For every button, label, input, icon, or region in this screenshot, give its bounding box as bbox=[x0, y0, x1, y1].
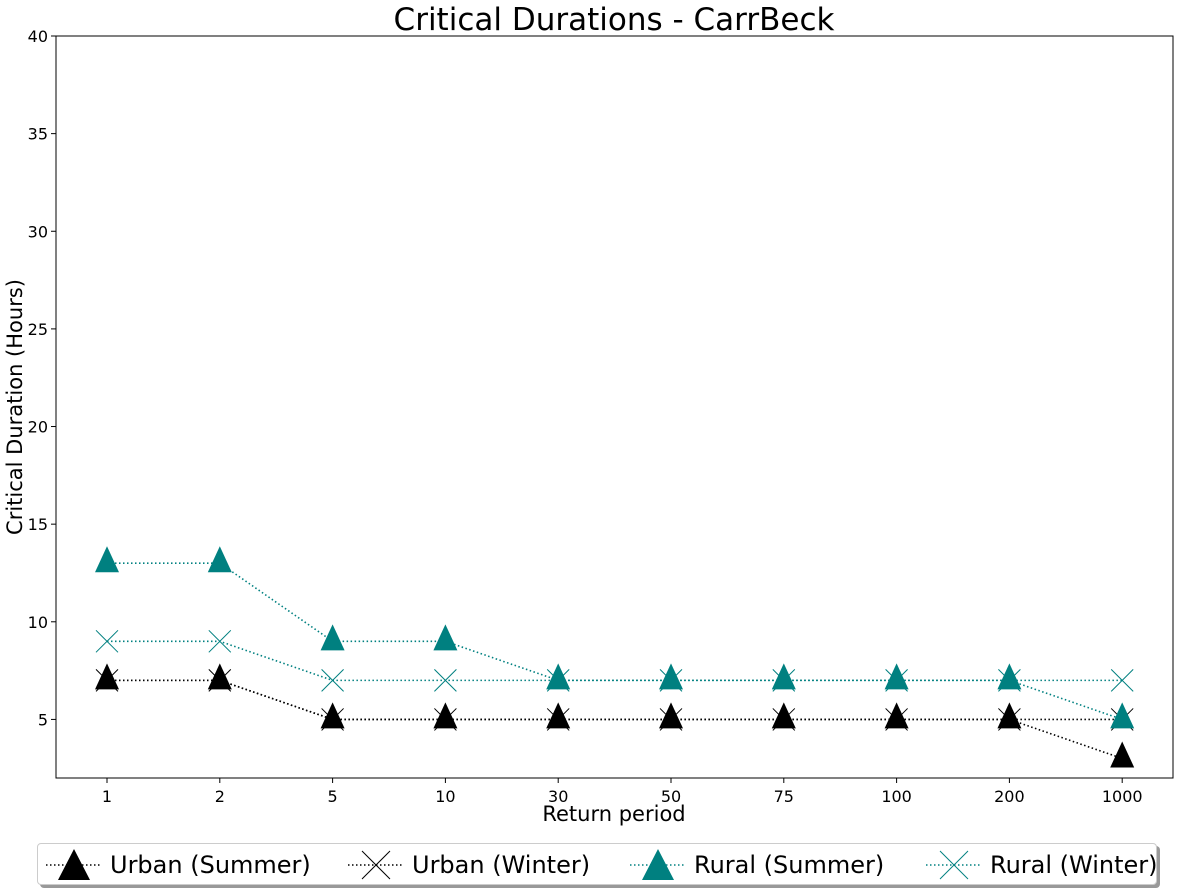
series-urban-winter bbox=[95, 669, 1134, 731]
x-axis-label: Return period bbox=[542, 802, 685, 826]
series-line-rural-winter bbox=[107, 640, 1123, 682]
rural-winter-legend-icon bbox=[926, 850, 982, 880]
data-point-urban-winter bbox=[772, 708, 796, 731]
data-point-urban-summer bbox=[95, 663, 119, 690]
x-tick-label: 10 bbox=[435, 787, 455, 806]
y-tick-label: 15 bbox=[28, 515, 48, 534]
data-point-urban-summer bbox=[320, 702, 345, 729]
chart-canvas: Critical Durations - CarrBeck 5101520253… bbox=[3, 2, 1174, 826]
data-point-rural-winter bbox=[434, 669, 457, 692]
data-point-rural-summer bbox=[207, 546, 232, 573]
plot-area bbox=[55, 35, 1174, 779]
rural-summer-legend-icon bbox=[630, 849, 686, 880]
data-point-urban-winter bbox=[434, 708, 457, 731]
x-tick-label: 2 bbox=[215, 787, 225, 806]
y-tick-label: 20 bbox=[28, 418, 48, 437]
data-point-rural-summer bbox=[1110, 702, 1135, 729]
series-line-rural-summer bbox=[107, 562, 1123, 721]
y-tick-label: 25 bbox=[28, 320, 48, 339]
legend-label-urban-winter: Urban (Winter) bbox=[412, 851, 591, 879]
urban-winter-legend-icon bbox=[348, 850, 404, 880]
y-tick-label: 10 bbox=[28, 613, 48, 632]
y-tick-label: 5 bbox=[38, 710, 48, 729]
data-point-rural-winter bbox=[1110, 669, 1134, 692]
data-point-urban-summer bbox=[207, 663, 232, 690]
legend-item-rural-winter: Rural (Winter) bbox=[926, 844, 1158, 886]
x-tick-label: 200 bbox=[994, 787, 1025, 806]
data-point-rural-summer bbox=[659, 663, 683, 690]
legend-label-urban-summer: Urban (Summer) bbox=[110, 851, 311, 879]
data-point-rural-summer bbox=[320, 624, 345, 651]
y-tick-label: 35 bbox=[28, 125, 48, 144]
series-rural-summer bbox=[95, 546, 1135, 729]
x-tick-label: 1000 bbox=[1102, 787, 1143, 806]
data-point-urban-summer bbox=[1110, 741, 1135, 768]
legend-item-urban-winter: Urban (Winter) bbox=[348, 844, 590, 886]
legend-item-urban-summer: Urban (Summer) bbox=[46, 844, 311, 886]
data-point-rural-summer bbox=[95, 546, 119, 573]
legend-item-rural-summer: Rural (Summer) bbox=[630, 844, 884, 886]
data-point-urban-winter bbox=[659, 708, 683, 731]
data-point-rural-summer bbox=[433, 624, 458, 651]
legend-label-rural-winter: Rural (Winter) bbox=[990, 851, 1158, 879]
series-urban-summer bbox=[95, 663, 1135, 768]
data-point-rural-winter bbox=[208, 629, 232, 653]
data-point-urban-summer bbox=[884, 702, 909, 729]
data-point-rural-summer bbox=[771, 663, 796, 690]
data-point-urban-winter bbox=[885, 708, 908, 731]
data-point-rural-winter bbox=[998, 669, 1021, 692]
series-line-urban-winter bbox=[107, 679, 1123, 721]
y-axis-label: Critical Duration (Hours) bbox=[3, 279, 27, 535]
data-point-urban-winter bbox=[321, 708, 344, 731]
data-point-rural-winter bbox=[659, 669, 683, 692]
x-tick-label: 1 bbox=[102, 787, 112, 806]
y-tick-label: 40 bbox=[28, 27, 48, 46]
x-tick-label: 75 bbox=[774, 787, 794, 806]
data-point-urban-winter bbox=[208, 669, 232, 692]
data-point-urban-winter bbox=[546, 708, 570, 731]
legend-label-rural-summer: Rural (Summer) bbox=[694, 851, 885, 879]
data-point-urban-winter bbox=[998, 708, 1021, 731]
data-point-rural-winter bbox=[95, 629, 119, 653]
data-point-urban-winter bbox=[95, 669, 119, 692]
x-tick-label: 30 bbox=[548, 787, 568, 806]
x-tick-label: 100 bbox=[881, 787, 912, 806]
data-point-rural-winter bbox=[772, 669, 796, 692]
data-point-urban-summer bbox=[771, 702, 796, 729]
x-tick-label: 50 bbox=[661, 787, 681, 806]
series-rural-winter bbox=[95, 629, 1134, 692]
chart-title: Critical Durations - CarrBeck bbox=[394, 2, 835, 38]
data-point-rural-summer bbox=[997, 663, 1022, 690]
data-point-urban-summer bbox=[546, 702, 571, 729]
urban-summer-legend-icon bbox=[46, 849, 102, 880]
y-tick-label: 30 bbox=[28, 222, 48, 241]
data-point-urban-summer bbox=[433, 702, 458, 729]
data-point-rural-summer bbox=[546, 663, 571, 690]
data-point-rural-summer bbox=[884, 663, 909, 690]
data-point-rural-winter bbox=[885, 669, 908, 692]
data-point-rural-winter bbox=[546, 669, 570, 692]
data-point-urban-summer bbox=[659, 702, 683, 729]
data-point-urban-summer bbox=[997, 702, 1022, 729]
data-point-rural-winter bbox=[321, 669, 344, 692]
legend: Urban (Summer) Urban (Winter) Rural (Sum… bbox=[37, 843, 1158, 886]
x-tick-label: 5 bbox=[328, 787, 338, 806]
